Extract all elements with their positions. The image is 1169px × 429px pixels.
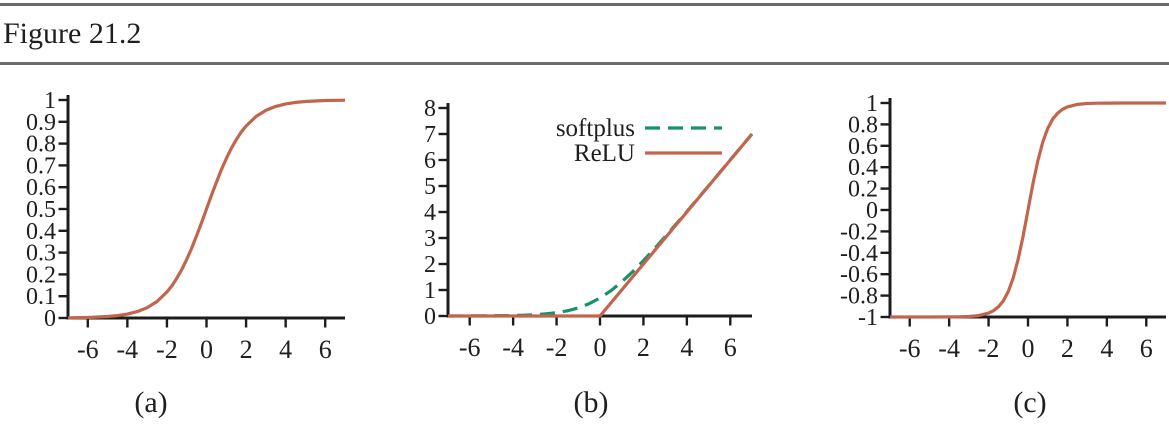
legend-label-softplus: softplus bbox=[556, 115, 635, 142]
panel-a: -6 -4 -2 0 2 4 600.10.20.30.40.50.60.70.80.91(… bbox=[26, 88, 346, 419]
y-tick-label: 0 bbox=[44, 306, 56, 332]
y-tick-label: 0.6 bbox=[26, 175, 56, 201]
header-divider-rule bbox=[0, 62, 1169, 65]
x-tick-label: -2 bbox=[978, 334, 1000, 363]
y-tick-label: 5 bbox=[424, 174, 436, 200]
x-tick-label: 6 bbox=[724, 333, 737, 362]
y-tick-label: 1 bbox=[866, 91, 878, 117]
panel-c: -6 -4 -2 0 2 4 6-1-0.8-0.6-0.4-0.200.20.40.60.… bbox=[840, 91, 1166, 419]
y-tick-label: -0.6 bbox=[840, 262, 878, 288]
y-tick-label: 0.7 bbox=[26, 153, 56, 179]
axes bbox=[66, 95, 345, 320]
x-tick-label: 2 bbox=[637, 333, 650, 362]
panel-label-c: (c) bbox=[1013, 386, 1046, 419]
x-tick-label: -4 bbox=[938, 334, 960, 363]
y-tick-label: 2 bbox=[424, 252, 436, 278]
top-rule bbox=[0, 3, 1169, 6]
y-tick-label: 0.8 bbox=[26, 132, 56, 158]
y-tick-label: 0.2 bbox=[26, 262, 56, 288]
x-tick-label: 0 bbox=[594, 333, 607, 362]
y-tick-label: 0.3 bbox=[26, 241, 56, 267]
y-tick-label: 0.2 bbox=[848, 177, 878, 203]
y-tick-label: -0.2 bbox=[840, 219, 878, 245]
y-tick-label: 3 bbox=[424, 226, 436, 252]
y-tick-label: -0.4 bbox=[840, 241, 878, 267]
ReLU-curve bbox=[448, 132, 754, 318]
y-tick-label: 4 bbox=[424, 200, 436, 226]
x-tick-label: 4 bbox=[1100, 334, 1113, 363]
x-tick-label: -4 bbox=[502, 333, 524, 362]
x-tick-label: -6 bbox=[459, 333, 481, 362]
y-tick-label: -1 bbox=[858, 305, 878, 331]
y-tick-label: 0.4 bbox=[26, 219, 56, 245]
x-tick-label: 6 bbox=[1140, 334, 1153, 363]
y-tick-label: 1 bbox=[424, 278, 436, 304]
x-tick-label: 0 bbox=[200, 335, 213, 364]
x-tick-label: 0 bbox=[1022, 334, 1035, 363]
x-tick-label: -6 bbox=[899, 334, 921, 363]
y-tick-label: 8 bbox=[424, 96, 436, 122]
y-tick-label: 0.6 bbox=[848, 134, 878, 160]
y-tick-label: 0 bbox=[866, 198, 878, 224]
x-tick-label: -2 bbox=[156, 335, 178, 364]
x-tick-label: -2 bbox=[546, 333, 568, 362]
x-tick-label: -4 bbox=[117, 335, 139, 364]
y-tick-label: 0 bbox=[424, 304, 436, 330]
x-tick-label: 2 bbox=[1061, 334, 1074, 363]
y-tick-label: 0.5 bbox=[26, 197, 56, 223]
y-tick-label: -0.8 bbox=[840, 284, 878, 310]
figure-label: Figure 21.2 bbox=[3, 17, 142, 50]
x-tick-label: 4 bbox=[680, 333, 693, 362]
y-tick-label: 0.4 bbox=[848, 155, 878, 181]
y-tick-label: 0.9 bbox=[26, 110, 56, 136]
y-tick-label: 0.1 bbox=[26, 284, 56, 310]
y-tick-label: 6 bbox=[424, 148, 436, 174]
y-tick-label: 1 bbox=[44, 88, 56, 114]
legend-label-ReLU: ReLU bbox=[574, 140, 635, 167]
x-tick-label: 4 bbox=[279, 335, 292, 364]
panel-label-b: (b) bbox=[574, 386, 609, 419]
x-tick-label: -6 bbox=[77, 335, 99, 364]
y-tick-label: 0.8 bbox=[848, 112, 878, 138]
tanh-curve bbox=[890, 101, 1166, 319]
sigmoid-curve bbox=[67, 98, 346, 320]
panel-label-a: (a) bbox=[134, 386, 167, 419]
x-tick-label: 2 bbox=[240, 335, 253, 364]
x-tick-label: 6 bbox=[319, 335, 332, 364]
y-tick-label: 7 bbox=[424, 122, 436, 148]
